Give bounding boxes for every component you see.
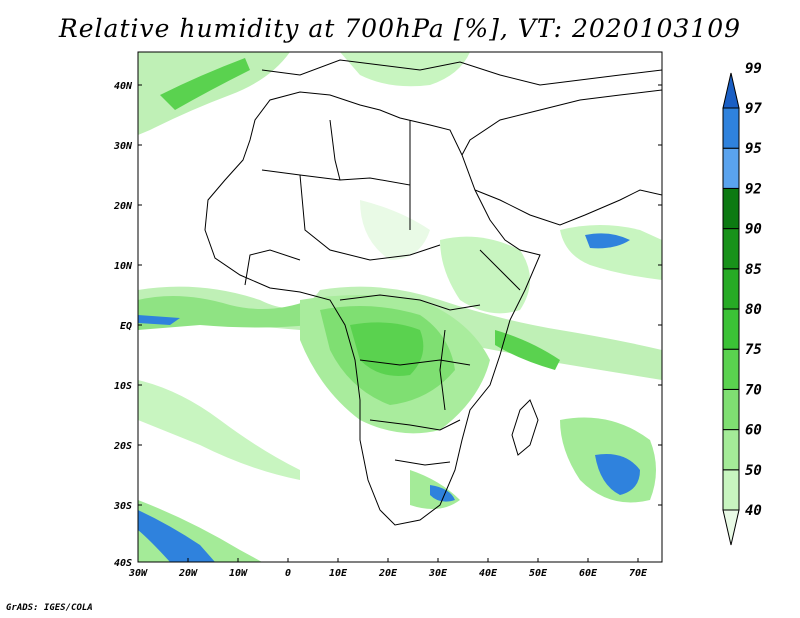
- colorbar-top-triangle: [722, 72, 740, 109]
- lat-label: 40S: [114, 558, 132, 569]
- lon-label: 30W: [128, 568, 148, 579]
- colorbar-labels: 40 50 60 70 75 80 85 90 92 95 97 99: [745, 61, 762, 519]
- lat-label: 30N: [113, 141, 133, 152]
- lat-axis: 40N 30N 20N 10N EQ 10S 20S 30S 40S: [113, 81, 662, 569]
- lon-axis: 30W 20W 10W 0 10E 20E 30E 40E 50E 60E 70…: [128, 558, 648, 579]
- lat-label: 40N: [114, 81, 133, 92]
- lat-label: 20S: [113, 441, 132, 452]
- colorbar-box: [722, 268, 740, 310]
- colorbar-box: [722, 228, 740, 270]
- colorbar-label: 90: [745, 222, 762, 238]
- lon-label: 0: [285, 568, 291, 579]
- colorbar-label: 40: [745, 503, 762, 519]
- lat-label: 10S: [114, 381, 132, 392]
- colorbar-label: 50: [745, 463, 762, 479]
- colorbar-box: [722, 429, 740, 471]
- lon-label: 30E: [428, 568, 448, 579]
- lon-label: 10W: [229, 568, 248, 579]
- colorbar-box: [722, 308, 740, 350]
- lat-label: 20N: [113, 201, 133, 212]
- chart-title: Relative humidity at 700hPa [%], VT: 202…: [58, 14, 742, 43]
- colorbar-label: 85: [745, 262, 762, 278]
- colorbar-label: 60: [745, 423, 762, 439]
- colorbar-label: 95: [745, 141, 762, 157]
- coastlines: [204, 59, 662, 526]
- map-area: [138, 52, 662, 562]
- colorbar-label: 97: [745, 101, 762, 117]
- plot-frame: [137, 51, 663, 563]
- lon-label: 10E: [329, 568, 348, 579]
- colorbar-label: 99: [745, 61, 762, 77]
- lon-label: 50E: [529, 568, 548, 579]
- colorbar-box: [722, 388, 740, 431]
- lat-label: EQ: [120, 321, 132, 332]
- colorbar-label: 92: [745, 181, 762, 197]
- humidity-field: [138, 52, 662, 562]
- colorbar-label: 70: [745, 382, 762, 398]
- lon-label: 20E: [378, 568, 398, 579]
- lon-label: 20W: [178, 568, 198, 579]
- lat-label: 10N: [114, 261, 133, 272]
- colorbar-box: [722, 147, 740, 189]
- colorbar-label: 80: [745, 302, 762, 318]
- colorbar-box: [722, 469, 740, 511]
- lon-label: 40E: [479, 568, 498, 579]
- lon-label: 60E: [579, 568, 598, 579]
- colorbar: 40 50 60 70 75 80 85 90 92 95 97 99: [722, 61, 762, 546]
- colorbar-label: 75: [745, 342, 762, 358]
- colorbar-bottom-triangle: [722, 509, 740, 546]
- credit-text: GrADS: IGES/COLA: [6, 603, 93, 613]
- colorbar-box: [722, 187, 740, 230]
- colorbar-box: [722, 348, 740, 390]
- colorbar-boxes: [722, 72, 740, 546]
- colorbar-box: [722, 107, 740, 149]
- lon-label: 70E: [629, 568, 648, 579]
- lat-label: 30S: [113, 501, 132, 512]
